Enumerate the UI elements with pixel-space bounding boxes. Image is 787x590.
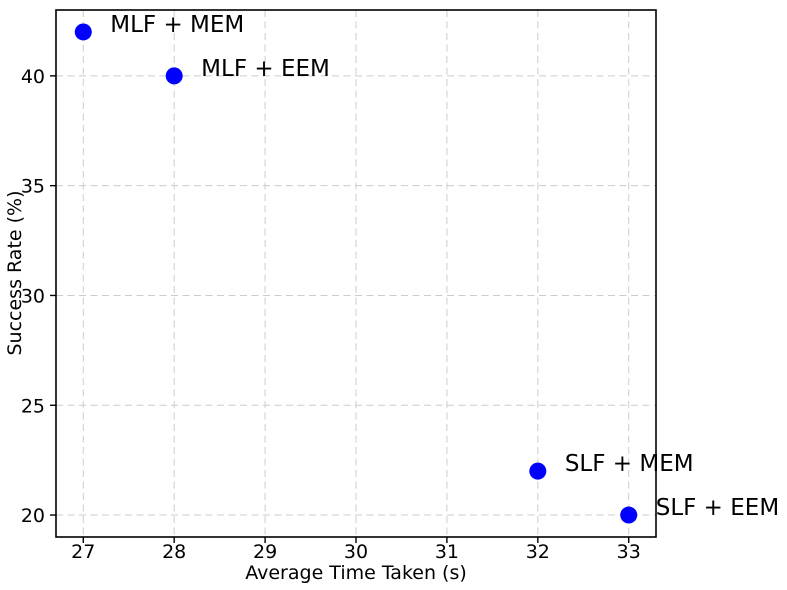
x-tick-label: 30 (344, 541, 368, 563)
y-tick-label: 35 (21, 176, 45, 198)
y-tick-label: 25 (21, 395, 45, 417)
y-tick-label: 30 (21, 285, 45, 307)
x-tick-label: 31 (435, 541, 459, 563)
point-annotation: SLF + EEM (656, 495, 779, 521)
y-tick-label: 20 (21, 505, 45, 527)
point-layer: MLF + MEM MLF + EEM SLF + MEM SLF + EEM (74, 12, 779, 524)
x-tick-label: 33 (617, 541, 641, 563)
point-annotation: MLF + MEM (110, 12, 244, 38)
data-point (620, 506, 638, 524)
point-annotation: MLF + EEM (201, 56, 330, 82)
data-point (74, 23, 92, 41)
x-tick-label: 27 (71, 541, 95, 563)
x-axis-label: Average Time Taken (s) (245, 562, 467, 584)
data-point (165, 67, 183, 85)
data-point (529, 462, 547, 480)
grid-layer (56, 10, 656, 537)
tick-layer: 27 28 29 30 31 32 33 20 25 30 35 40 (21, 66, 641, 563)
y-tick-label: 40 (21, 66, 45, 88)
point-annotation: SLF + MEM (565, 451, 694, 477)
x-tick-label: 28 (162, 541, 186, 563)
x-tick-label: 32 (526, 541, 550, 563)
x-tick-label: 29 (253, 541, 277, 563)
y-axis-label: Success Rate (%) (4, 190, 26, 355)
